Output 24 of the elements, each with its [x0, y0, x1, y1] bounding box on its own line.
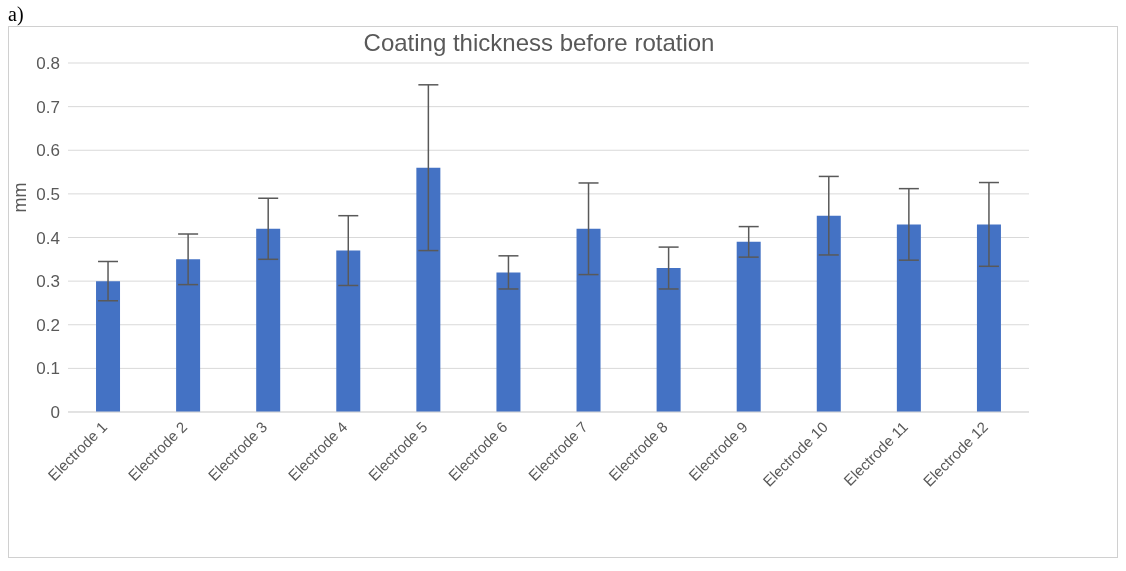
bar	[976, 224, 1001, 412]
y-tick-label: 0.5	[36, 184, 60, 204]
y-tick-label: 0.4	[36, 228, 60, 248]
bar	[656, 268, 681, 412]
y-tick-label: 0	[50, 403, 60, 423]
y-tick-label: 0.2	[36, 315, 60, 335]
bar	[576, 228, 601, 412]
y-tick-label: 0.8	[36, 54, 60, 74]
bar	[736, 241, 761, 412]
y-tick-label: 0.3	[36, 272, 60, 292]
text: a)	[8, 2, 25, 26]
y-tick-label: 0.1	[36, 359, 60, 379]
y-axis-title: mm	[9, 182, 31, 213]
bar	[816, 215, 841, 412]
bar	[496, 272, 521, 412]
y-tick-label: 0.7	[36, 97, 60, 117]
bar	[416, 167, 441, 412]
bar	[896, 224, 921, 412]
bar	[256, 228, 281, 412]
y-tick-label: 0.6	[36, 141, 60, 161]
bar	[176, 259, 201, 412]
chart-title: Coating thickness before rotation	[363, 29, 715, 56]
bar	[96, 281, 121, 412]
bar	[336, 250, 361, 412]
